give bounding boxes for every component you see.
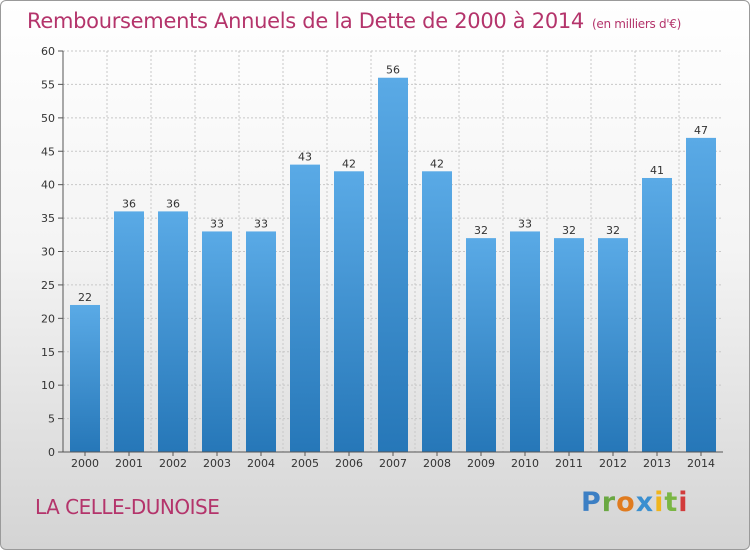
chart-title-text: Remboursements Annuels de la Dette de 20… xyxy=(27,9,584,33)
y-tick-label: 25 xyxy=(41,279,55,292)
x-tick-label: 2010 xyxy=(511,457,539,470)
logo-letter: o xyxy=(616,487,636,518)
data-label: 32 xyxy=(606,224,620,237)
y-tick-label: 50 xyxy=(41,112,55,125)
data-label: 33 xyxy=(518,217,532,230)
y-tick-label: 15 xyxy=(41,346,55,359)
x-tick-label: 2007 xyxy=(379,457,407,470)
x-tick-label: 2005 xyxy=(291,457,319,470)
y-tick-label: 30 xyxy=(41,246,55,259)
bar[interactable] xyxy=(642,177,672,452)
bar[interactable] xyxy=(554,238,584,452)
y-tick-label: 20 xyxy=(41,312,55,325)
bar[interactable] xyxy=(466,238,496,452)
y-tick-label: 5 xyxy=(48,413,55,426)
y-tick-label: 55 xyxy=(41,78,55,91)
x-tick-label: 2002 xyxy=(159,457,187,470)
data-label: 33 xyxy=(254,217,268,230)
x-tick-label: 2008 xyxy=(423,457,451,470)
bar[interactable] xyxy=(334,171,364,453)
logo-letter: t xyxy=(664,487,679,518)
x-tick-label: 2004 xyxy=(247,457,275,470)
bar[interactable] xyxy=(202,231,232,452)
logo-letter: x xyxy=(635,487,655,518)
data-label: 42 xyxy=(430,157,444,170)
x-tick-label: 2006 xyxy=(335,457,363,470)
proxiti-logo[interactable]: Proxiti xyxy=(581,487,689,518)
data-labels: 22 36 36 33 33 43 42 56 42 32 33 32 32 41 47 xyxy=(78,64,708,304)
x-tick-label: 2000 xyxy=(71,457,99,470)
bars xyxy=(70,77,716,453)
data-label: 43 xyxy=(298,151,312,164)
logo-letter: r xyxy=(601,487,617,518)
chart-title: Remboursements Annuels de la Dette de 20… xyxy=(27,9,681,33)
chart-subtitle: (en milliers d'€) xyxy=(592,17,682,31)
x-tick-label: 2012 xyxy=(599,457,627,470)
data-label: 42 xyxy=(342,157,356,170)
bar[interactable] xyxy=(246,231,276,452)
data-label: 56 xyxy=(386,64,400,77)
bar[interactable] xyxy=(70,304,100,452)
x-tick-label: 2001 xyxy=(115,457,143,470)
data-label: 41 xyxy=(650,164,664,177)
y-tick-label: 10 xyxy=(41,379,55,392)
x-axis: 2000 2001 2002 2003 2004 2005 2006 2007 2008 2009… xyxy=(63,451,723,470)
logo-letter: P xyxy=(581,487,602,518)
logo-letter: i xyxy=(654,487,665,518)
y-tick-label: 40 xyxy=(41,179,55,192)
x-tick-label: 2013 xyxy=(643,457,671,470)
y-tick-label: 0 xyxy=(48,446,55,459)
data-label: 32 xyxy=(562,224,576,237)
bar[interactable] xyxy=(114,211,144,452)
x-tick-label: 2011 xyxy=(555,457,583,470)
data-label: 36 xyxy=(166,197,180,210)
x-tick-label: 2014 xyxy=(687,457,715,470)
logo-letter: i xyxy=(678,487,689,518)
bar[interactable] xyxy=(422,171,452,453)
y-tick-label: 35 xyxy=(41,212,55,225)
y-axis: 0 5 10 15 20 25 30 35 40 45 50 55 60 xyxy=(41,45,64,459)
bar[interactable] xyxy=(686,137,716,452)
y-tick-label: 45 xyxy=(41,145,55,158)
bar[interactable] xyxy=(378,77,408,452)
place-name: LA CELLE-DUNOISE xyxy=(35,495,220,519)
data-label: 22 xyxy=(78,291,92,304)
bar[interactable] xyxy=(158,211,188,452)
x-tick-label: 2003 xyxy=(203,457,231,470)
data-label: 36 xyxy=(122,197,136,210)
bar[interactable] xyxy=(290,164,320,452)
bar[interactable] xyxy=(510,231,540,452)
bar[interactable] xyxy=(598,238,628,452)
data-label: 33 xyxy=(210,217,224,230)
y-tick-label: 60 xyxy=(41,45,55,58)
data-label: 47 xyxy=(694,124,708,137)
x-tick-label: 2009 xyxy=(467,457,495,470)
data-label: 32 xyxy=(474,224,488,237)
